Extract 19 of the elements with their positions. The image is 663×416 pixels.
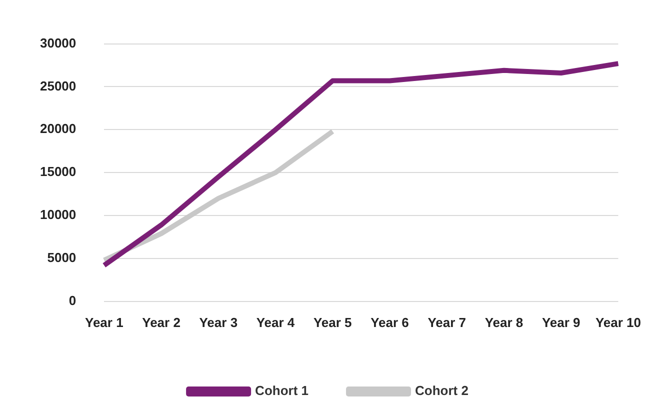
x-tick-label: Year 2 (142, 314, 180, 330)
x-tick-label: Year 3 (199, 314, 238, 330)
legend-label: Cohort 2 (415, 383, 468, 398)
y-tick-label: 20000 (40, 121, 76, 136)
x-tick-label: Year 4 (256, 314, 296, 330)
x-tick-label: Year 10 (595, 314, 641, 330)
legend-label: Cohort 1 (255, 383, 309, 398)
x-tick-label: Year 6 (370, 314, 409, 330)
y-tick-label: 5000 (47, 250, 76, 266)
y-tick-label: 0 (68, 292, 76, 308)
x-tick-label: Year 7 (428, 314, 466, 330)
y-tick-label: 10000 (40, 207, 76, 222)
y-tick-label: 15000 (40, 164, 76, 180)
x-tick-label: Year 8 (484, 314, 524, 330)
y-tick-label: 25000 (40, 78, 76, 94)
y-tick-label: 30000 (40, 35, 76, 50)
x-tick-label: Year 5 (313, 314, 352, 330)
x-tick-label: Year 1 (84, 314, 124, 330)
x-tick-label: Year 9 (542, 314, 580, 330)
